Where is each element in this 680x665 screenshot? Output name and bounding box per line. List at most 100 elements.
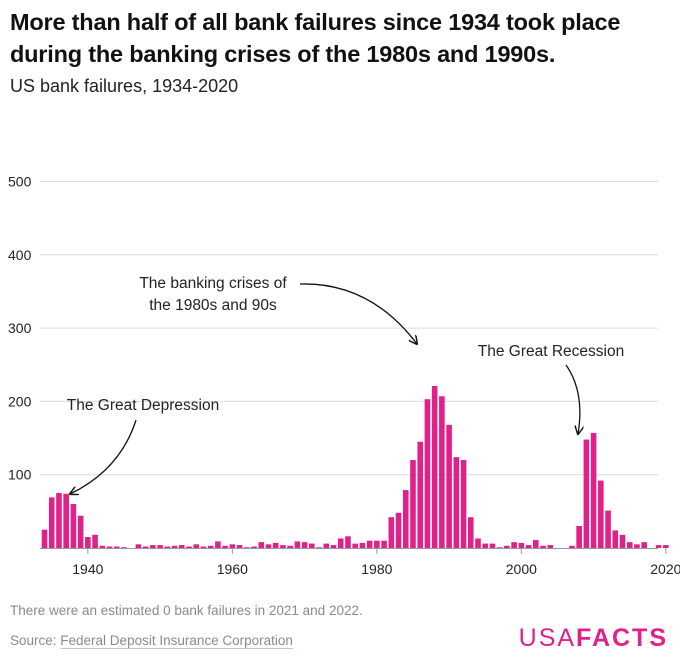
bar [417,441,423,548]
bar [453,457,460,548]
annotation-line: the 1980s and 90s [149,297,277,314]
bar [330,545,337,548]
bar [222,545,228,548]
bar [345,536,351,548]
usafacts-logo: USAFACTS [519,624,668,653]
bar [164,546,171,548]
gridlines [40,181,658,476]
bar [106,546,113,548]
bar [258,542,265,548]
bar [598,480,604,548]
chart-title: More than half of all bank failures sinc… [10,9,621,67]
bar [533,539,539,548]
bar [547,545,554,548]
footnote: There were an estimated 0 bank failures … [10,603,363,618]
logo-part-facts: FACTS [576,624,668,652]
bar [381,540,387,548]
bar [359,542,366,548]
annotation-text: The banking crises of the 1980s and 90s [139,275,287,314]
source-link[interactable]: Federal Deposit Insurance Corporation [60,633,293,648]
bar [431,386,438,548]
x-tick-label: 2000 [506,561,537,577]
bar [309,543,315,548]
bar [641,542,647,548]
bar [272,542,279,548]
bar [316,547,322,548]
bar [280,545,286,548]
annotation-arrow [565,364,580,434]
bar [634,544,640,548]
bar [366,540,373,548]
bar [294,541,301,548]
bar [171,545,178,548]
bar [612,530,619,548]
bar [113,546,120,548]
bar [496,547,503,548]
bar [424,399,431,548]
y-tick-label: 300 [8,320,32,336]
bar [374,540,380,548]
bar [467,517,474,548]
annotation-arrow [299,283,417,344]
bar [388,517,395,548]
annotation-line: The Great Depression [67,397,220,414]
y-tick-label: 100 [8,467,32,483]
bar [41,529,48,548]
y-tick-label: 400 [8,247,32,263]
bar [518,542,525,548]
bar [569,545,575,548]
y-tick-label: 500 [8,174,32,190]
bar [583,439,590,548]
bar [77,515,84,548]
bar [626,542,633,548]
bar [193,544,200,548]
annotation-text: The Great Recession [478,343,624,360]
x-tick-label: 1980 [361,561,392,577]
bar [410,460,416,548]
annotations: The Great Depression The banking crises o… [67,275,624,494]
bar [525,545,532,548]
bars [41,386,669,548]
source-line: Source: Federal Deposit Insurance Corpor… [10,633,293,648]
x-tick-label: 1940 [72,561,103,577]
bar [244,547,250,548]
bar [150,545,156,548]
bar [323,543,330,548]
bar [70,504,77,548]
bar [229,544,236,548]
bar [157,545,163,548]
bar [605,510,611,548]
bar [186,546,192,548]
bar [121,547,127,548]
x-tick-label: 1960 [217,561,248,577]
bar [92,534,98,548]
bar [475,538,481,548]
bar [663,545,669,548]
y-axis-tick-labels: 100 200 300 400 500 [8,174,32,483]
bar [655,545,662,548]
bar [446,424,452,548]
bar [85,537,91,548]
source-label: Source: [10,633,61,648]
bar [63,493,69,548]
y-tick-label: 200 [8,393,32,409]
bar [200,546,207,548]
bar [352,543,358,548]
bar [540,545,546,548]
chart-subtitle: US bank failures, 1934-2020 [10,76,239,96]
bar [619,534,626,548]
bar [56,493,62,548]
x-tick-label: 2020 [650,561,680,577]
bar [301,542,308,548]
bar [251,546,257,548]
annotation-line: The banking crises of [139,275,287,292]
annotation-text: The Great Depression [67,397,220,414]
bar [142,546,149,548]
bar [590,432,597,548]
bar [504,545,510,548]
bar [48,497,55,548]
logo-part-usa: USA [518,624,577,652]
bar [439,396,445,548]
annotation-arrow [70,419,137,494]
x-axis-ticks: 1940 1960 1980 2000 2020 [72,548,680,577]
